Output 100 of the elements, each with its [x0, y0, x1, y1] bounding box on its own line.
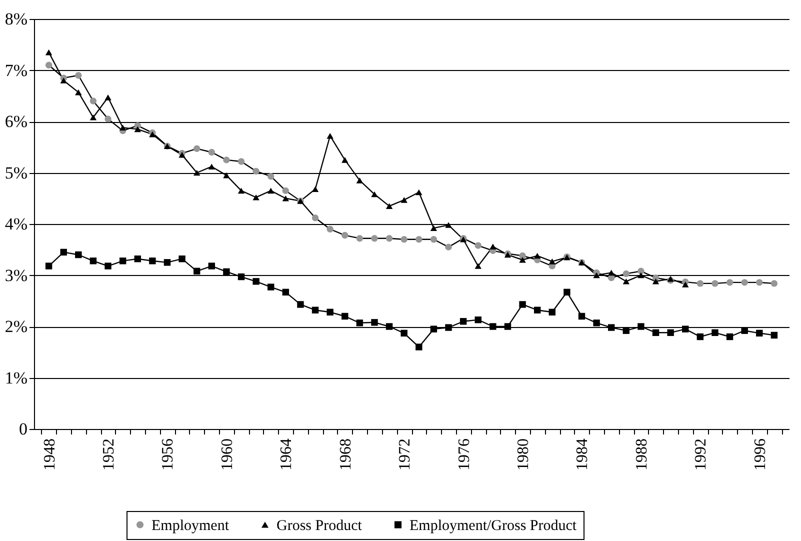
point [578, 312, 586, 320]
point [119, 258, 126, 264]
y-tick-label: 5% [4, 163, 28, 182]
point [474, 242, 482, 249]
point [326, 226, 334, 232]
point [282, 187, 290, 194]
point [164, 259, 171, 266]
point [400, 236, 408, 243]
legend-label: Employment [152, 518, 230, 534]
point [90, 114, 97, 120]
point [297, 301, 304, 308]
point [400, 330, 408, 337]
point [712, 280, 718, 287]
point [726, 333, 734, 340]
point [593, 272, 600, 278]
point [534, 306, 541, 314]
legend-label: Gross Product [276, 518, 363, 534]
point [534, 252, 541, 259]
legend-label: Employment/Gross Product [410, 518, 578, 534]
point [445, 222, 452, 228]
point [104, 94, 112, 100]
point [312, 306, 319, 314]
point [193, 170, 200, 176]
y-tick-label: 7% [4, 60, 28, 80]
point [45, 262, 52, 270]
point [134, 126, 141, 132]
x-tick-label: 1976 [456, 438, 473, 470]
point [638, 323, 644, 330]
x-tick-label: 1996 [752, 438, 769, 470]
point [356, 235, 364, 242]
point [268, 172, 274, 180]
point [60, 248, 67, 256]
point [445, 324, 452, 331]
x-tick-label: 1972 [396, 438, 414, 470]
point [386, 323, 393, 330]
point [741, 327, 748, 334]
point [252, 194, 260, 200]
point [90, 258, 97, 264]
point [696, 280, 704, 287]
point [268, 188, 274, 194]
point [75, 251, 82, 258]
point [208, 164, 215, 170]
point [282, 195, 290, 202]
point [356, 320, 364, 326]
point [726, 279, 734, 286]
point [149, 258, 156, 264]
point [282, 288, 290, 296]
point [134, 255, 141, 262]
x-tick-label: 1960 [218, 438, 236, 470]
x-tick-label: 1988 [633, 438, 650, 470]
y-tick-label: 6% [4, 112, 28, 131]
point [90, 98, 97, 104]
y-tick-label: 4% [4, 214, 28, 234]
point [504, 323, 512, 330]
x-tick-label: 1952 [100, 438, 118, 470]
point [312, 214, 319, 222]
point [519, 256, 526, 263]
x-tick-label: 1980 [515, 438, 532, 470]
point [312, 186, 319, 192]
point [770, 280, 778, 287]
point [682, 326, 689, 332]
point [622, 278, 630, 284]
point [208, 148, 215, 156]
point [519, 252, 526, 260]
point [371, 235, 378, 242]
point [223, 156, 230, 164]
point [208, 262, 215, 270]
point [342, 312, 348, 320]
point [342, 232, 348, 239]
point [75, 89, 82, 96]
point [696, 333, 704, 340]
point [104, 116, 112, 122]
x-tick-label: 1984 [574, 438, 592, 470]
point [460, 318, 467, 325]
x-tick-label: 1992 [692, 438, 710, 470]
x-tick-label: 1948 [41, 438, 58, 470]
point [416, 236, 422, 243]
point [371, 319, 378, 326]
point [75, 72, 82, 79]
point [682, 282, 689, 288]
point [490, 323, 496, 330]
point [193, 145, 200, 152]
point [593, 320, 600, 326]
point [430, 225, 438, 232]
point [238, 188, 245, 194]
y-tick-label: 2% [4, 317, 28, 336]
point [386, 235, 393, 242]
point [400, 197, 408, 203]
point [490, 244, 496, 250]
point [622, 270, 630, 278]
point [638, 272, 644, 278]
point [548, 308, 556, 316]
point [622, 327, 630, 334]
point [386, 203, 393, 209]
point [770, 332, 778, 339]
y-tick-label: 8% [4, 10, 28, 28]
point [223, 172, 230, 178]
point [652, 278, 660, 284]
point [416, 344, 422, 350]
point [548, 258, 556, 264]
